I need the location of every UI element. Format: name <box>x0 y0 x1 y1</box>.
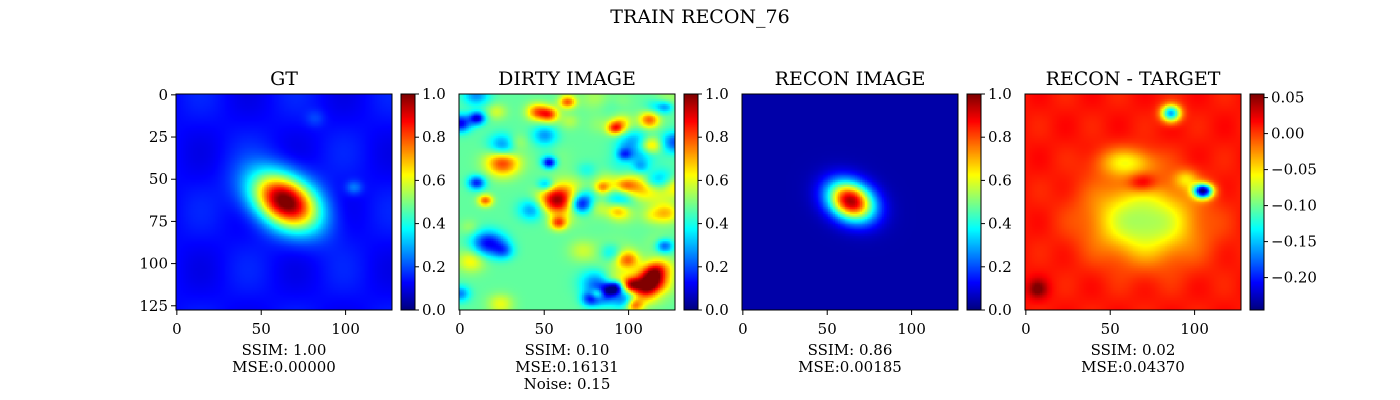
colorbar-tick-label: 1.0 <box>705 85 729 103</box>
heatmap-image <box>1025 94 1241 310</box>
colorbar-tick-label: 0.2 <box>988 258 1012 276</box>
colorbar-tick-label: 0.0 <box>988 301 1012 319</box>
figure-title: TRAIN RECON_76 <box>610 6 789 28</box>
metric-caption: SSIM: 0.02 <box>1091 341 1176 359</box>
y-tick-label: 75 <box>149 212 168 230</box>
y-tick-label: 25 <box>149 128 168 146</box>
x-tick-label: 100 <box>1180 320 1209 338</box>
x-tick-label: 0 <box>738 320 748 338</box>
colorbar-tick-label: 0.8 <box>988 128 1012 146</box>
axes-frame <box>175 93 393 311</box>
colorbar-tick-label: 0.05 <box>1271 89 1304 107</box>
metric-caption: MSE:0.00185 <box>798 358 902 376</box>
y-tick-label: 0 <box>158 86 168 104</box>
colorbar-tick-label: 0.4 <box>705 215 729 233</box>
colorbar-tick-label: 0.2 <box>705 258 729 276</box>
colorbar-tick-label: 0.00 <box>1271 125 1304 143</box>
panel-title: RECON IMAGE <box>775 68 926 90</box>
colorbar <box>401 94 415 310</box>
metric-caption: MSE:0.16131 <box>515 358 619 376</box>
x-tick-label: 50 <box>252 320 271 338</box>
metric-caption: Noise: 0.15 <box>524 375 611 393</box>
x-tick-label: 50 <box>535 320 554 338</box>
colorbar-tick-label: 0.8 <box>422 128 446 146</box>
panel-title: DIRTY IMAGE <box>498 68 636 90</box>
colorbar-tick-label: 0.6 <box>422 171 446 189</box>
x-tick-label: 0 <box>1021 320 1031 338</box>
panel-title: RECON - TARGET <box>1046 68 1221 90</box>
x-tick-label: 100 <box>331 320 360 338</box>
x-tick-label: 50 <box>818 320 837 338</box>
colorbar-tick-label: 1.0 <box>422 85 446 103</box>
metric-caption: SSIM: 0.10 <box>525 341 610 359</box>
panel-1: GT 0 50 100 0 25 50 75 100 125 0.0 0.2 0.4 0.6 0.8 1.0 S… <box>139 68 446 376</box>
colorbar-tick-label: 0.4 <box>422 215 446 233</box>
metric-caption: MSE:0.00000 <box>232 358 336 376</box>
colorbar <box>1250 94 1264 310</box>
colorbar-tick-label: 1.0 <box>988 85 1012 103</box>
metric-caption: MSE:0.04370 <box>1081 358 1185 376</box>
y-tick-label: 125 <box>139 297 168 315</box>
colorbar-tick-label: 0.6 <box>988 171 1012 189</box>
colorbar-frame <box>966 93 982 311</box>
axes-frame <box>1024 93 1242 311</box>
colorbar-tick-label: 0.8 <box>705 128 729 146</box>
colorbar-tick-label: 0.2 <box>422 258 446 276</box>
x-tick-label: 0 <box>172 320 182 338</box>
colorbar <box>967 94 981 310</box>
colorbar-frame <box>683 93 699 311</box>
heatmap-image <box>176 94 392 310</box>
colorbar <box>684 94 698 310</box>
panel-2: DIRTY IMAGE 0 50 100 0.0 0.2 0.4 0.6 0.8 1.0 SSIM:… <box>455 68 729 393</box>
x-tick-label: 100 <box>614 320 643 338</box>
colorbar-tick-label: 0.0 <box>422 301 446 319</box>
colorbar-frame <box>1249 93 1265 311</box>
y-tick-label: 100 <box>139 255 168 273</box>
heatmap-image <box>459 94 675 310</box>
colorbar-tick-label: 0.0 <box>705 301 729 319</box>
panel-4: RECON - TARGET 0 50 100 0.05 0.00 −0.05 −0.10 −0… <box>1021 68 1317 376</box>
colorbar-tick-label: −0.20 <box>1271 269 1317 287</box>
panel-3: RECON IMAGE 0 50 100 0.0 0.2 0.4 0.6 0.8 1.0 SSIM:… <box>738 68 1012 376</box>
y-tick-label: 50 <box>149 170 168 188</box>
panel-title: GT <box>270 68 298 90</box>
colorbar-frame <box>400 93 416 311</box>
x-tick-label: 0 <box>455 320 465 338</box>
x-tick-label: 100 <box>897 320 926 338</box>
colorbar-tick-label: −0.15 <box>1271 233 1317 251</box>
axes-frame <box>458 93 676 311</box>
heatmap-image <box>742 94 958 310</box>
colorbar-tick-label: 0.6 <box>705 171 729 189</box>
colorbar-tick-label: −0.10 <box>1271 197 1317 215</box>
metric-caption: SSIM: 1.00 <box>242 341 327 359</box>
colorbar-tick-label: 0.4 <box>988 215 1012 233</box>
colorbar-tick-label: −0.05 <box>1271 161 1317 179</box>
metric-caption: SSIM: 0.86 <box>808 341 893 359</box>
x-tick-label: 50 <box>1101 320 1120 338</box>
axes-frame <box>741 93 959 311</box>
